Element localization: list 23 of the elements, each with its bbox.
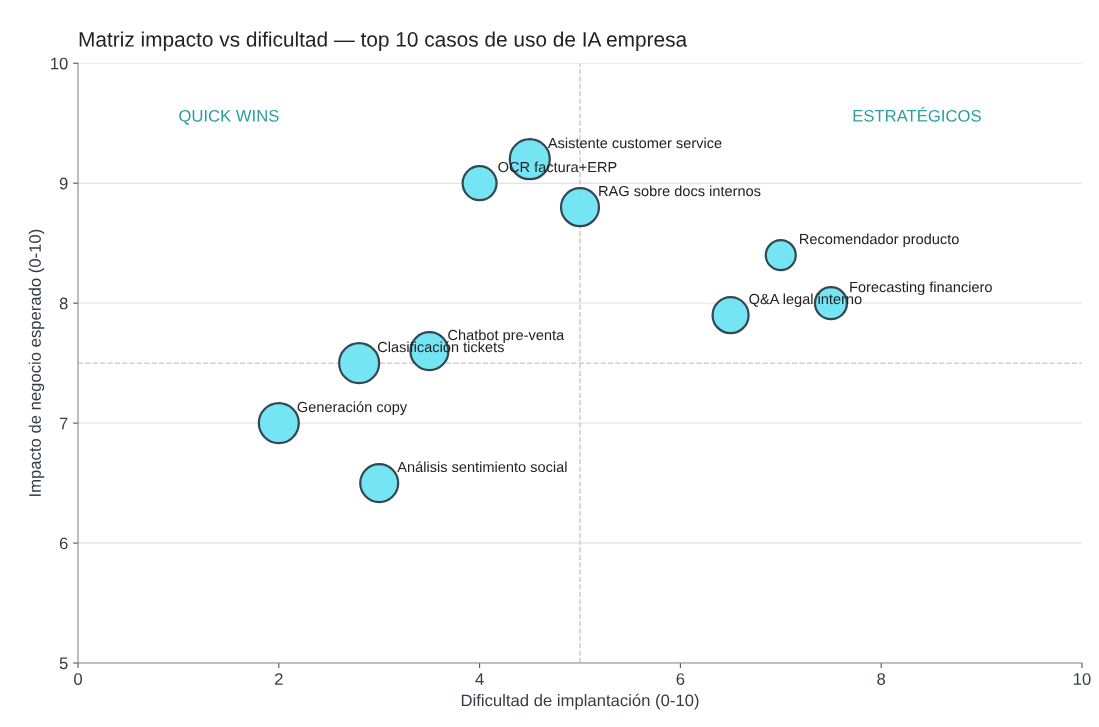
y-axis-title: Impacto de negocio esperado (0-10) <box>28 229 45 496</box>
x-tick-label: 8 <box>877 673 886 685</box>
annotation: QUICK WINS <box>179 109 279 125</box>
x-tick-label: 4 <box>475 673 484 685</box>
annotation: Análisis sentimiento social <box>397 461 567 473</box>
y-tick-label: 9 <box>59 177 68 190</box>
y-tick-label: 8 <box>59 297 68 310</box>
y-tick-label: 7 <box>59 417 68 430</box>
annotation: Forecasting financiero <box>850 281 992 296</box>
annotation: Recomendador producto <box>800 233 959 248</box>
annotation: RAG sobre docs internos <box>599 185 761 197</box>
annotation: ESTRATÉGICOS <box>853 107 981 122</box>
x-axis-title: Dificultad de implantación (0-10) <box>461 693 699 710</box>
x-tick-label: 0 <box>74 673 83 685</box>
chart-title: Matriz impacto vs dificultad — top 10 casos de uso de IA empresa <box>79 31 688 51</box>
y-tick-label: 6 <box>59 537 68 550</box>
x-tick-label: 10 <box>1073 673 1091 685</box>
x-tick-label: 6 <box>676 673 685 685</box>
annotation: Generación copy <box>297 401 408 416</box>
annotation: Asistente customer service <box>547 137 722 149</box>
y-tick-label: 5 <box>59 657 68 670</box>
y-tick-label: 10 <box>51 57 68 70</box>
x-tick-label: 2 <box>275 673 283 685</box>
